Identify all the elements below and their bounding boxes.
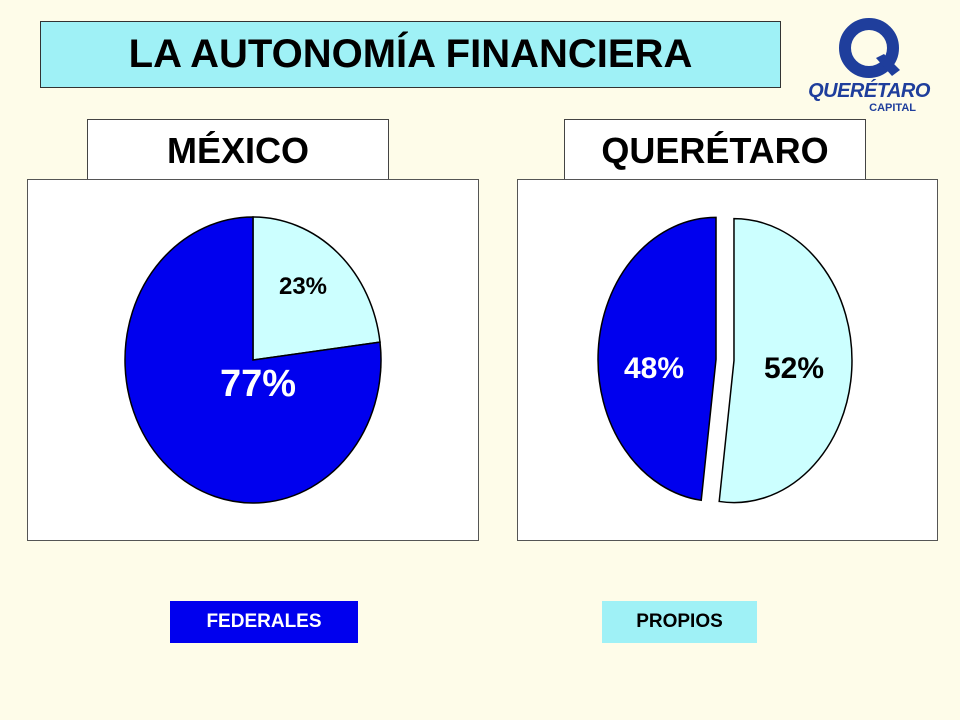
slice-label-federales: 48% xyxy=(624,352,684,385)
legend-federales: FEDERALES xyxy=(170,601,358,643)
chart-title-queretaro: QUERÉTARO xyxy=(564,119,866,181)
pie-slice-propios xyxy=(718,217,853,504)
queretaro-logo: QUERÉTARO CAPITAL xyxy=(806,18,932,118)
chart-queretaro: 52% 48% xyxy=(517,179,938,541)
q-logo-icon xyxy=(839,18,900,78)
slice-label-federales: 77% xyxy=(220,363,296,405)
pie-slice-federales xyxy=(124,216,382,504)
logo-line1: QUERÉTARO xyxy=(808,80,930,102)
pie-chart-queretaro: 52% 48% xyxy=(597,216,853,504)
chart-mexico: 23% 77% xyxy=(27,179,479,541)
slice-label-propios: 23% xyxy=(279,273,327,300)
legend-propios: PROPIOS xyxy=(602,601,757,643)
chart-title-mexico: MÉXICO xyxy=(87,119,389,181)
pie-chart-mexico: 23% 77% xyxy=(124,216,382,504)
page-title: LA AUTONOMÍA FINANCIERA xyxy=(40,21,781,88)
pie-slice-propios xyxy=(252,216,381,361)
pie-slice-federales xyxy=(597,216,717,502)
logo-line2: CAPITAL xyxy=(869,102,916,114)
slice-label-propios: 52% xyxy=(764,352,824,385)
